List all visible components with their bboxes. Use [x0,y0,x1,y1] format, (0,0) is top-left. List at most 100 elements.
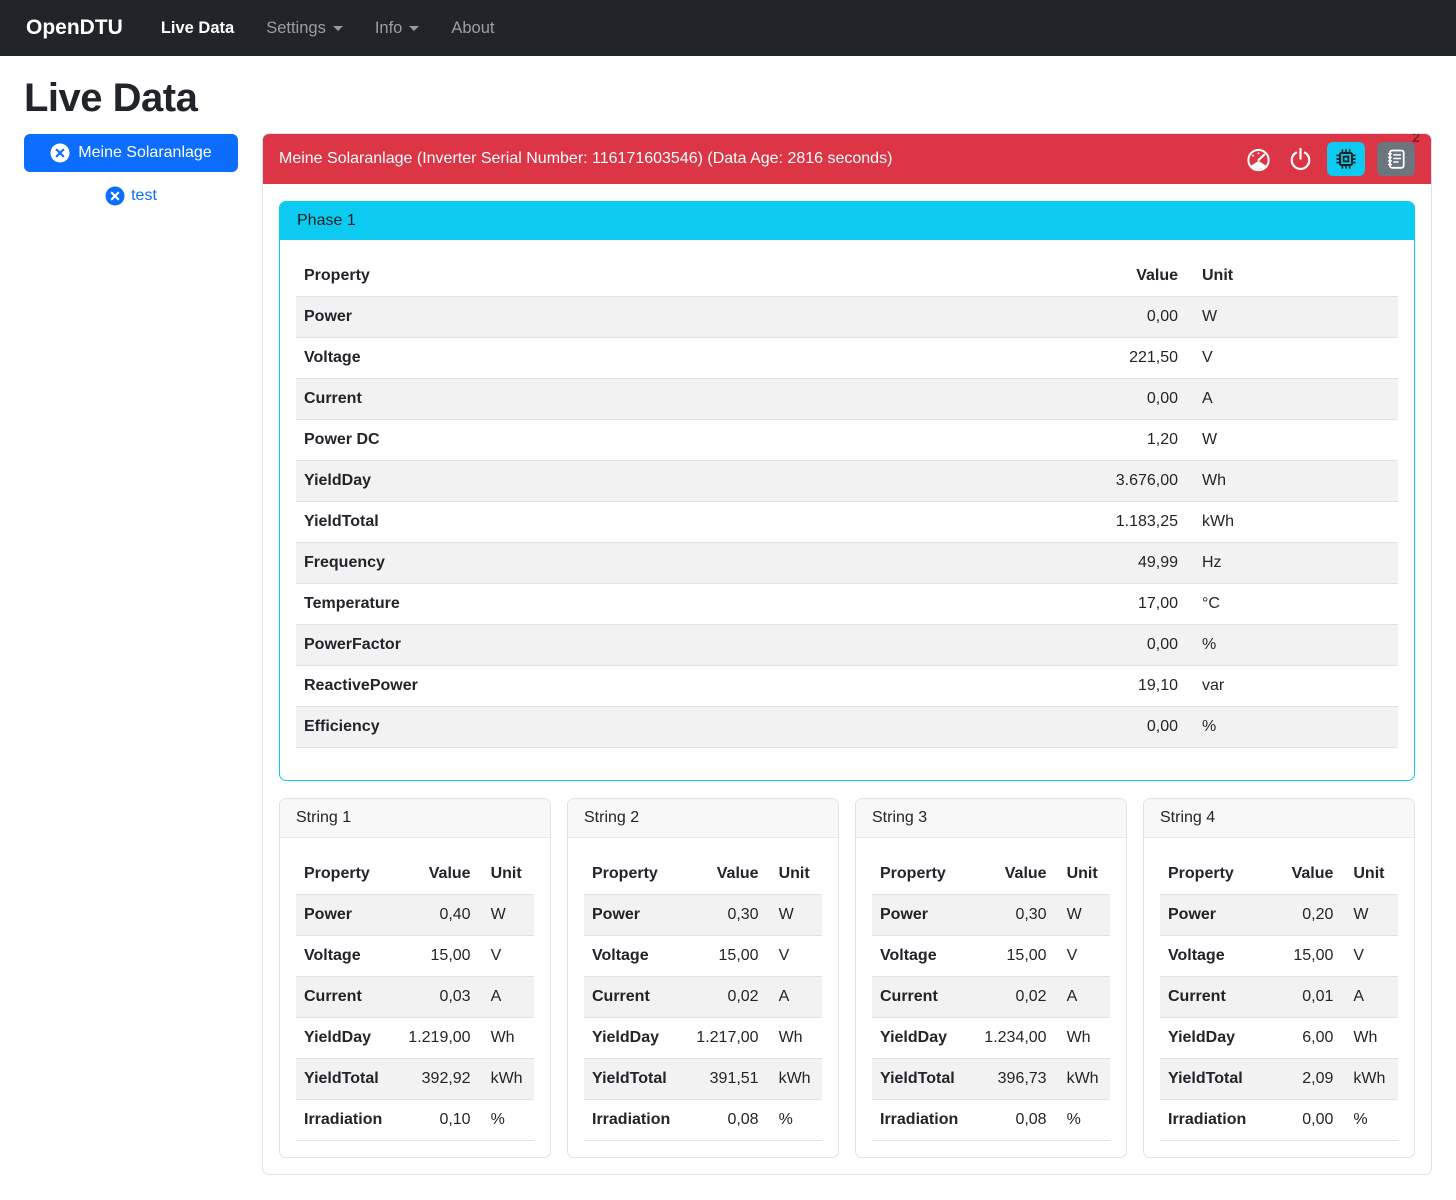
value-cell: 19,10 [1036,665,1186,707]
column-header: Unit [1341,854,1398,895]
value-cell: 1.219,00 [390,1017,479,1059]
unit-cell: W [1341,894,1398,936]
value-cell: 0,02 [678,976,767,1018]
value-cell: 1.234,00 [966,1017,1055,1059]
power-icon [1288,147,1313,172]
inverter-header-actions: 2 [1243,134,1420,176]
unit-cell: % [1186,624,1398,666]
inverter-info-button[interactable] [1327,142,1365,176]
unit-cell: % [1054,1099,1110,1141]
unit-cell: Wh [1054,1017,1110,1059]
unit-cell: V [478,935,534,977]
unit-cell: V [1054,935,1110,977]
event-log-button[interactable]: 2 [1377,134,1420,176]
chevron-down-icon [332,25,343,31]
property-cell: Current [296,378,1036,420]
strings-row: String 1 Property Value Unit Power 0,40 W Vol… [279,798,1415,1158]
nav-item-info[interactable]: Info [359,11,436,46]
speedometer-icon [1245,146,1272,173]
property-cell: YieldDay [584,1017,679,1059]
value-cell: 0,08 [678,1099,767,1141]
unit-cell: Wh [1341,1017,1398,1059]
property-cell: Irradiation [872,1099,967,1141]
unit-cell: V [1186,337,1398,379]
value-cell: 2,09 [1254,1058,1342,1100]
unit-cell: W [1186,296,1398,338]
property-cell: YieldTotal [584,1058,679,1100]
value-cell: 6,00 [1254,1017,1342,1059]
table-row: YieldTotal 391,51 kWh [584,1058,822,1100]
table-row: YieldTotal 392,92 kWh [296,1058,534,1100]
string-card-1: String 1 Property Value Unit Power 0,40 W Vol… [279,798,551,1158]
value-cell: 396,73 [966,1058,1055,1100]
inverter-card: Meine Solaranlage (Inverter Serial Numbe… [262,133,1432,1175]
value-cell: 0,02 [966,976,1055,1018]
table-row: Frequency 49,99 Hz [296,542,1398,584]
string-card-title: String 1 [280,799,550,838]
table-row: YieldDay 1.234,00 Wh [872,1017,1110,1059]
table-row: Current 0,03 A [296,976,534,1018]
phase-card-body: Property Value Unit Power 0,00 W Voltage 221,5… [280,240,1414,780]
unit-cell: A [1341,976,1398,1018]
property-cell: Efficiency [296,706,1036,748]
x-circle-icon[interactable] [105,186,125,206]
value-cell: 49,99 [1036,542,1186,584]
nav-item-settings[interactable]: Settings [250,11,359,46]
limit-settings-button[interactable] [1243,144,1274,175]
unit-cell: V [1341,935,1398,977]
property-cell: Power [872,894,967,936]
table-row: ReactivePower 19,10 var [296,665,1398,707]
top-navbar: OpenDTU Live Data Settings Info About [0,0,1456,56]
property-cell: YieldTotal [296,501,1036,543]
unit-cell: kWh [1054,1058,1110,1100]
unit-cell: % [766,1099,822,1141]
value-cell: 1.217,00 [678,1017,767,1059]
value-cell: 0,08 [966,1099,1055,1141]
column-header: Property [584,854,679,895]
brand-logo[interactable]: OpenDTU [26,16,123,39]
nav-item-about[interactable]: About [451,18,495,37]
unit-cell: % [1186,706,1398,748]
string-card-title: String 3 [856,799,1126,838]
table-row: Current 0,00 A [296,378,1398,420]
property-cell: Irradiation [584,1099,679,1141]
value-cell: 391,51 [678,1058,767,1100]
unit-cell: A [1054,976,1110,1018]
inverter-button-label: Meine Solaranlage [78,144,212,161]
value-cell: 0,00 [1036,624,1186,666]
table-row: YieldTotal 1.183,25 kWh [296,501,1398,543]
value-cell: 1.183,25 [1036,501,1186,543]
property-cell: Current [1160,976,1255,1018]
journal-icon [1385,148,1407,170]
inverter-card-body: Phase 1 Property Value Unit Power 0,00 W Volt… [263,184,1431,1174]
power-button[interactable] [1286,145,1315,174]
unit-cell: W [1054,894,1110,936]
inverter-header-text: Meine Solaranlage (Inverter Serial Numbe… [279,150,893,167]
unit-cell: W [766,894,822,936]
nav-item-live-data[interactable]: Live Data [160,18,235,37]
string-card-body: Property Value Unit Power 0,30 W Voltage 15,00… [568,838,838,1157]
page-title: Live Data [24,76,198,120]
string-table: Property Value Unit Power 0,30 W Voltage 15,00… [584,854,822,1141]
property-cell: YieldDay [1160,1017,1255,1059]
table-header-row: Property Value Unit [296,854,534,895]
table-row: Voltage 15,00 V [872,935,1110,977]
property-cell: Voltage [296,337,1036,379]
value-cell: 0,30 [966,894,1055,936]
unit-cell: var [1186,665,1398,707]
inverter-select-button[interactable]: Meine Solaranlage [24,134,238,172]
property-cell: YieldTotal [1160,1058,1255,1100]
column-header: Value [678,854,767,895]
unit-cell: % [1341,1099,1398,1141]
table-row: PowerFactor 0,00% [296,624,1398,666]
property-cell: Voltage [296,935,391,977]
inverter-link-test[interactable]: test [131,187,157,204]
unit-cell: Wh [1186,460,1398,502]
property-cell: Current [584,976,679,1018]
value-cell: 0,00 [1036,706,1186,748]
column-header: Unit [766,854,822,895]
table-header-row: Property Value Unit [296,256,1398,297]
table-row: Voltage 15,00 V [1160,935,1398,977]
string-card-title: String 2 [568,799,838,838]
column-header: Unit [1186,256,1398,297]
